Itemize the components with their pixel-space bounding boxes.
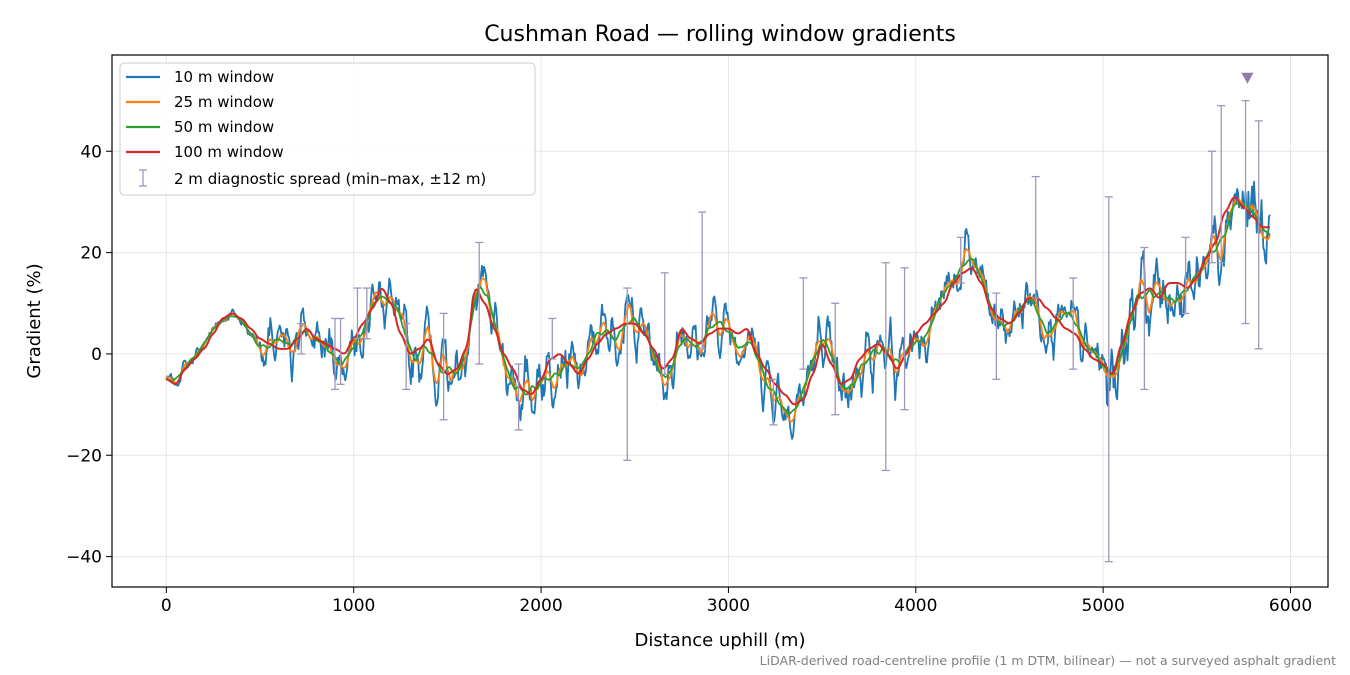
legend: 10 m window 25 m window 50 m window 100 … [119, 62, 536, 196]
x-axis-ticks: 0 1000 2000 3000 4000 5000 6000 [161, 587, 1312, 616]
marker-layer [1241, 72, 1254, 84]
x-tick-label: 5000 [1082, 596, 1125, 616]
x-tick-label: 1000 [332, 596, 375, 616]
y-tick-label: 20 [80, 244, 102, 264]
x-tick-label: 3000 [707, 596, 750, 616]
legend-label-25m: 25 m window [174, 93, 274, 111]
y-tick-label: −20 [66, 446, 102, 466]
plot-frame [111, 54, 1329, 588]
grid-lines [112, 55, 1328, 587]
peak-marker [1241, 72, 1254, 84]
series-line-2 [165, 202, 1271, 415]
x-axis-label: Distance uphill (m) [635, 630, 806, 651]
legend-label-10m: 10 m window [174, 68, 274, 86]
y-tick-label: 40 [80, 142, 102, 162]
chart-title: Cushman Road — rolling window gradients [484, 22, 956, 47]
series-line-3 [166, 196, 1270, 406]
error-bar-layer [297, 99, 1263, 563]
x-tick-label: 4000 [894, 596, 937, 616]
legend-frame [119, 62, 536, 196]
y-tick-label: −40 [66, 548, 102, 568]
y-axis-ticks: −40 −20 0 20 40 [66, 142, 112, 568]
y-tick-label: 0 [91, 345, 102, 365]
legend-label-error-bar: 2 m diagnostic spread (min–max, ±12 m) [174, 170, 486, 188]
legend-swatch-error-bar [139, 169, 147, 187]
legend-label-100m: 100 m window [174, 143, 284, 161]
x-tick-label: 6000 [1269, 596, 1312, 616]
y-axis-label: Gradient (%) [24, 263, 45, 378]
x-tick-label: 2000 [519, 596, 562, 616]
footnote: LiDAR-derived road-centreline profile (1… [760, 653, 1336, 668]
legend-label-50m: 50 m window [174, 118, 274, 136]
x-tick-label: 0 [161, 596, 172, 616]
series-layer [165, 180, 1271, 440]
